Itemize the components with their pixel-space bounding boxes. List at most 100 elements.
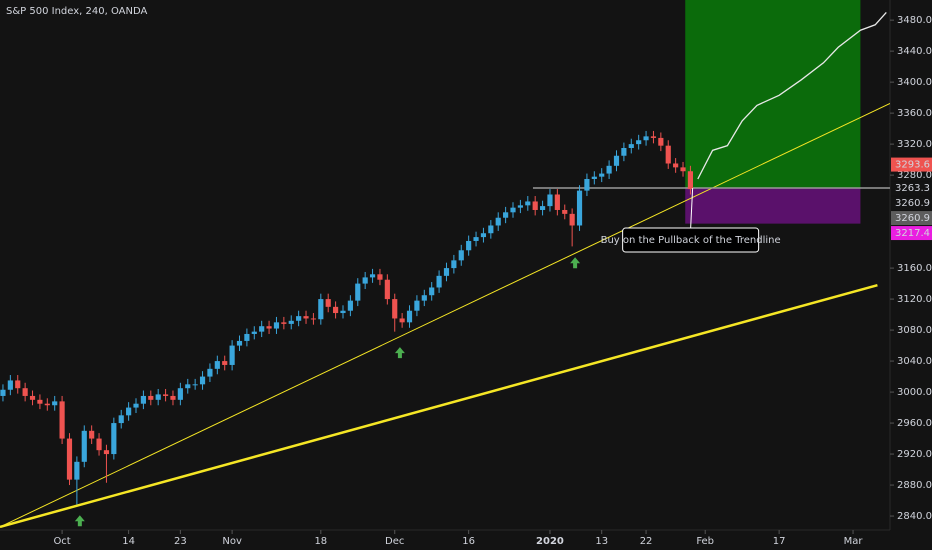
candle-body bbox=[643, 136, 649, 141]
chart-title: S&P 500 Index, 240, OANDA bbox=[6, 6, 147, 17]
candle-body bbox=[207, 368, 213, 377]
candle-body bbox=[74, 461, 80, 480]
candle-body bbox=[443, 268, 450, 276]
candle-body bbox=[451, 260, 457, 269]
candle-body bbox=[229, 345, 235, 365]
profit-zone bbox=[685, 0, 861, 189]
candle-body bbox=[591, 176, 597, 179]
x-tick-label: 17 bbox=[773, 536, 786, 547]
candle-body bbox=[466, 240, 472, 251]
candle-body bbox=[517, 205, 523, 208]
candle-body bbox=[599, 173, 605, 177]
candle-body bbox=[303, 316, 309, 319]
price-label-bg bbox=[891, 157, 932, 172]
candle-body bbox=[22, 388, 28, 396]
candle-body bbox=[89, 430, 95, 439]
price-label: 3217.4 bbox=[895, 228, 930, 239]
price-label: 3260.9 bbox=[895, 213, 930, 224]
candle-body bbox=[281, 322, 287, 324]
candle-body bbox=[347, 300, 353, 311]
candle-body bbox=[525, 201, 531, 206]
price-label-bg bbox=[891, 181, 932, 196]
candle-body bbox=[673, 163, 679, 168]
candle-body bbox=[155, 394, 161, 400]
candle-body bbox=[576, 190, 583, 226]
candle-body bbox=[384, 279, 390, 300]
y-tick-label: 3160.0 bbox=[897, 263, 932, 274]
price-label: 3263.3 bbox=[895, 183, 930, 194]
y-tick-label: 2840.0 bbox=[897, 511, 932, 522]
candle-body bbox=[421, 295, 427, 301]
annotation-pointer bbox=[690, 188, 694, 229]
candle-body bbox=[192, 384, 198, 386]
y-tick-label: 3040.0 bbox=[897, 356, 932, 367]
x-tick-label: Nov bbox=[222, 536, 242, 547]
loss-zone bbox=[685, 188, 861, 224]
y-tick-label: 2920.0 bbox=[897, 449, 932, 460]
candle-body bbox=[288, 320, 294, 324]
x-tick-label: 22 bbox=[640, 536, 653, 547]
signal-arrow bbox=[74, 515, 85, 527]
candle-body bbox=[436, 275, 442, 288]
candle-body bbox=[495, 217, 501, 226]
candle-body bbox=[628, 144, 634, 148]
candle-body bbox=[554, 194, 560, 210]
x-tick-label: 18 bbox=[314, 536, 327, 547]
candle-body bbox=[81, 430, 87, 462]
x-tick-label: Dec bbox=[385, 536, 404, 547]
candle-body bbox=[59, 401, 65, 439]
candle-body bbox=[458, 250, 464, 261]
candle-body bbox=[0, 389, 6, 396]
candle-body bbox=[199, 376, 206, 385]
candle-body bbox=[680, 167, 686, 172]
candle-body bbox=[377, 274, 383, 280]
price-label-bg bbox=[891, 211, 932, 226]
candle-body bbox=[310, 318, 317, 320]
candle-body bbox=[333, 306, 339, 314]
candle-body bbox=[7, 380, 13, 390]
candle-body bbox=[399, 318, 405, 323]
candle-body bbox=[362, 277, 368, 284]
candle-body bbox=[562, 209, 568, 214]
candle-body bbox=[140, 395, 146, 404]
candle-body bbox=[162, 394, 169, 396]
candle-body bbox=[658, 137, 664, 146]
x-tick-label: 2020 bbox=[536, 536, 564, 547]
candle-body bbox=[170, 395, 176, 400]
candle-body bbox=[503, 212, 509, 218]
y-tick-label: 2880.0 bbox=[897, 480, 932, 491]
candle-body bbox=[133, 403, 139, 408]
candle-body bbox=[392, 299, 398, 319]
trendline bbox=[0, 283, 878, 529]
x-tick-label: 13 bbox=[595, 536, 608, 547]
candle-body bbox=[44, 403, 50, 406]
candle-body bbox=[66, 438, 73, 480]
candle-body bbox=[177, 388, 183, 400]
y-tick-label: 3360.0 bbox=[897, 108, 932, 119]
candle-body bbox=[325, 299, 331, 307]
y-tick-label: 3000.0 bbox=[897, 387, 932, 398]
y-tick-label: 3080.0 bbox=[897, 325, 932, 336]
candle-body bbox=[185, 384, 191, 389]
candle-body bbox=[606, 165, 612, 174]
signal-arrow bbox=[570, 257, 581, 269]
candle-body bbox=[118, 415, 124, 424]
y-tick-label: 3120.0 bbox=[897, 294, 932, 305]
candle-body bbox=[355, 283, 361, 301]
candle-body bbox=[244, 333, 250, 341]
candle-body bbox=[103, 450, 110, 455]
y-tick-label: 3320.0 bbox=[897, 139, 932, 150]
x-tick-label: 23 bbox=[174, 536, 187, 547]
candle-body bbox=[52, 401, 58, 406]
candle-body bbox=[569, 213, 575, 226]
candle-body bbox=[37, 399, 43, 404]
candle-body bbox=[369, 274, 376, 278]
price-label: 3293.6 bbox=[895, 160, 930, 171]
candle-body bbox=[584, 178, 590, 191]
plot-area bbox=[0, 0, 890, 529]
y-tick-label: 3440.0 bbox=[897, 46, 932, 57]
annotation-box bbox=[622, 227, 760, 253]
y-tick-label: 2960.0 bbox=[897, 418, 932, 429]
candle-body bbox=[613, 155, 620, 166]
